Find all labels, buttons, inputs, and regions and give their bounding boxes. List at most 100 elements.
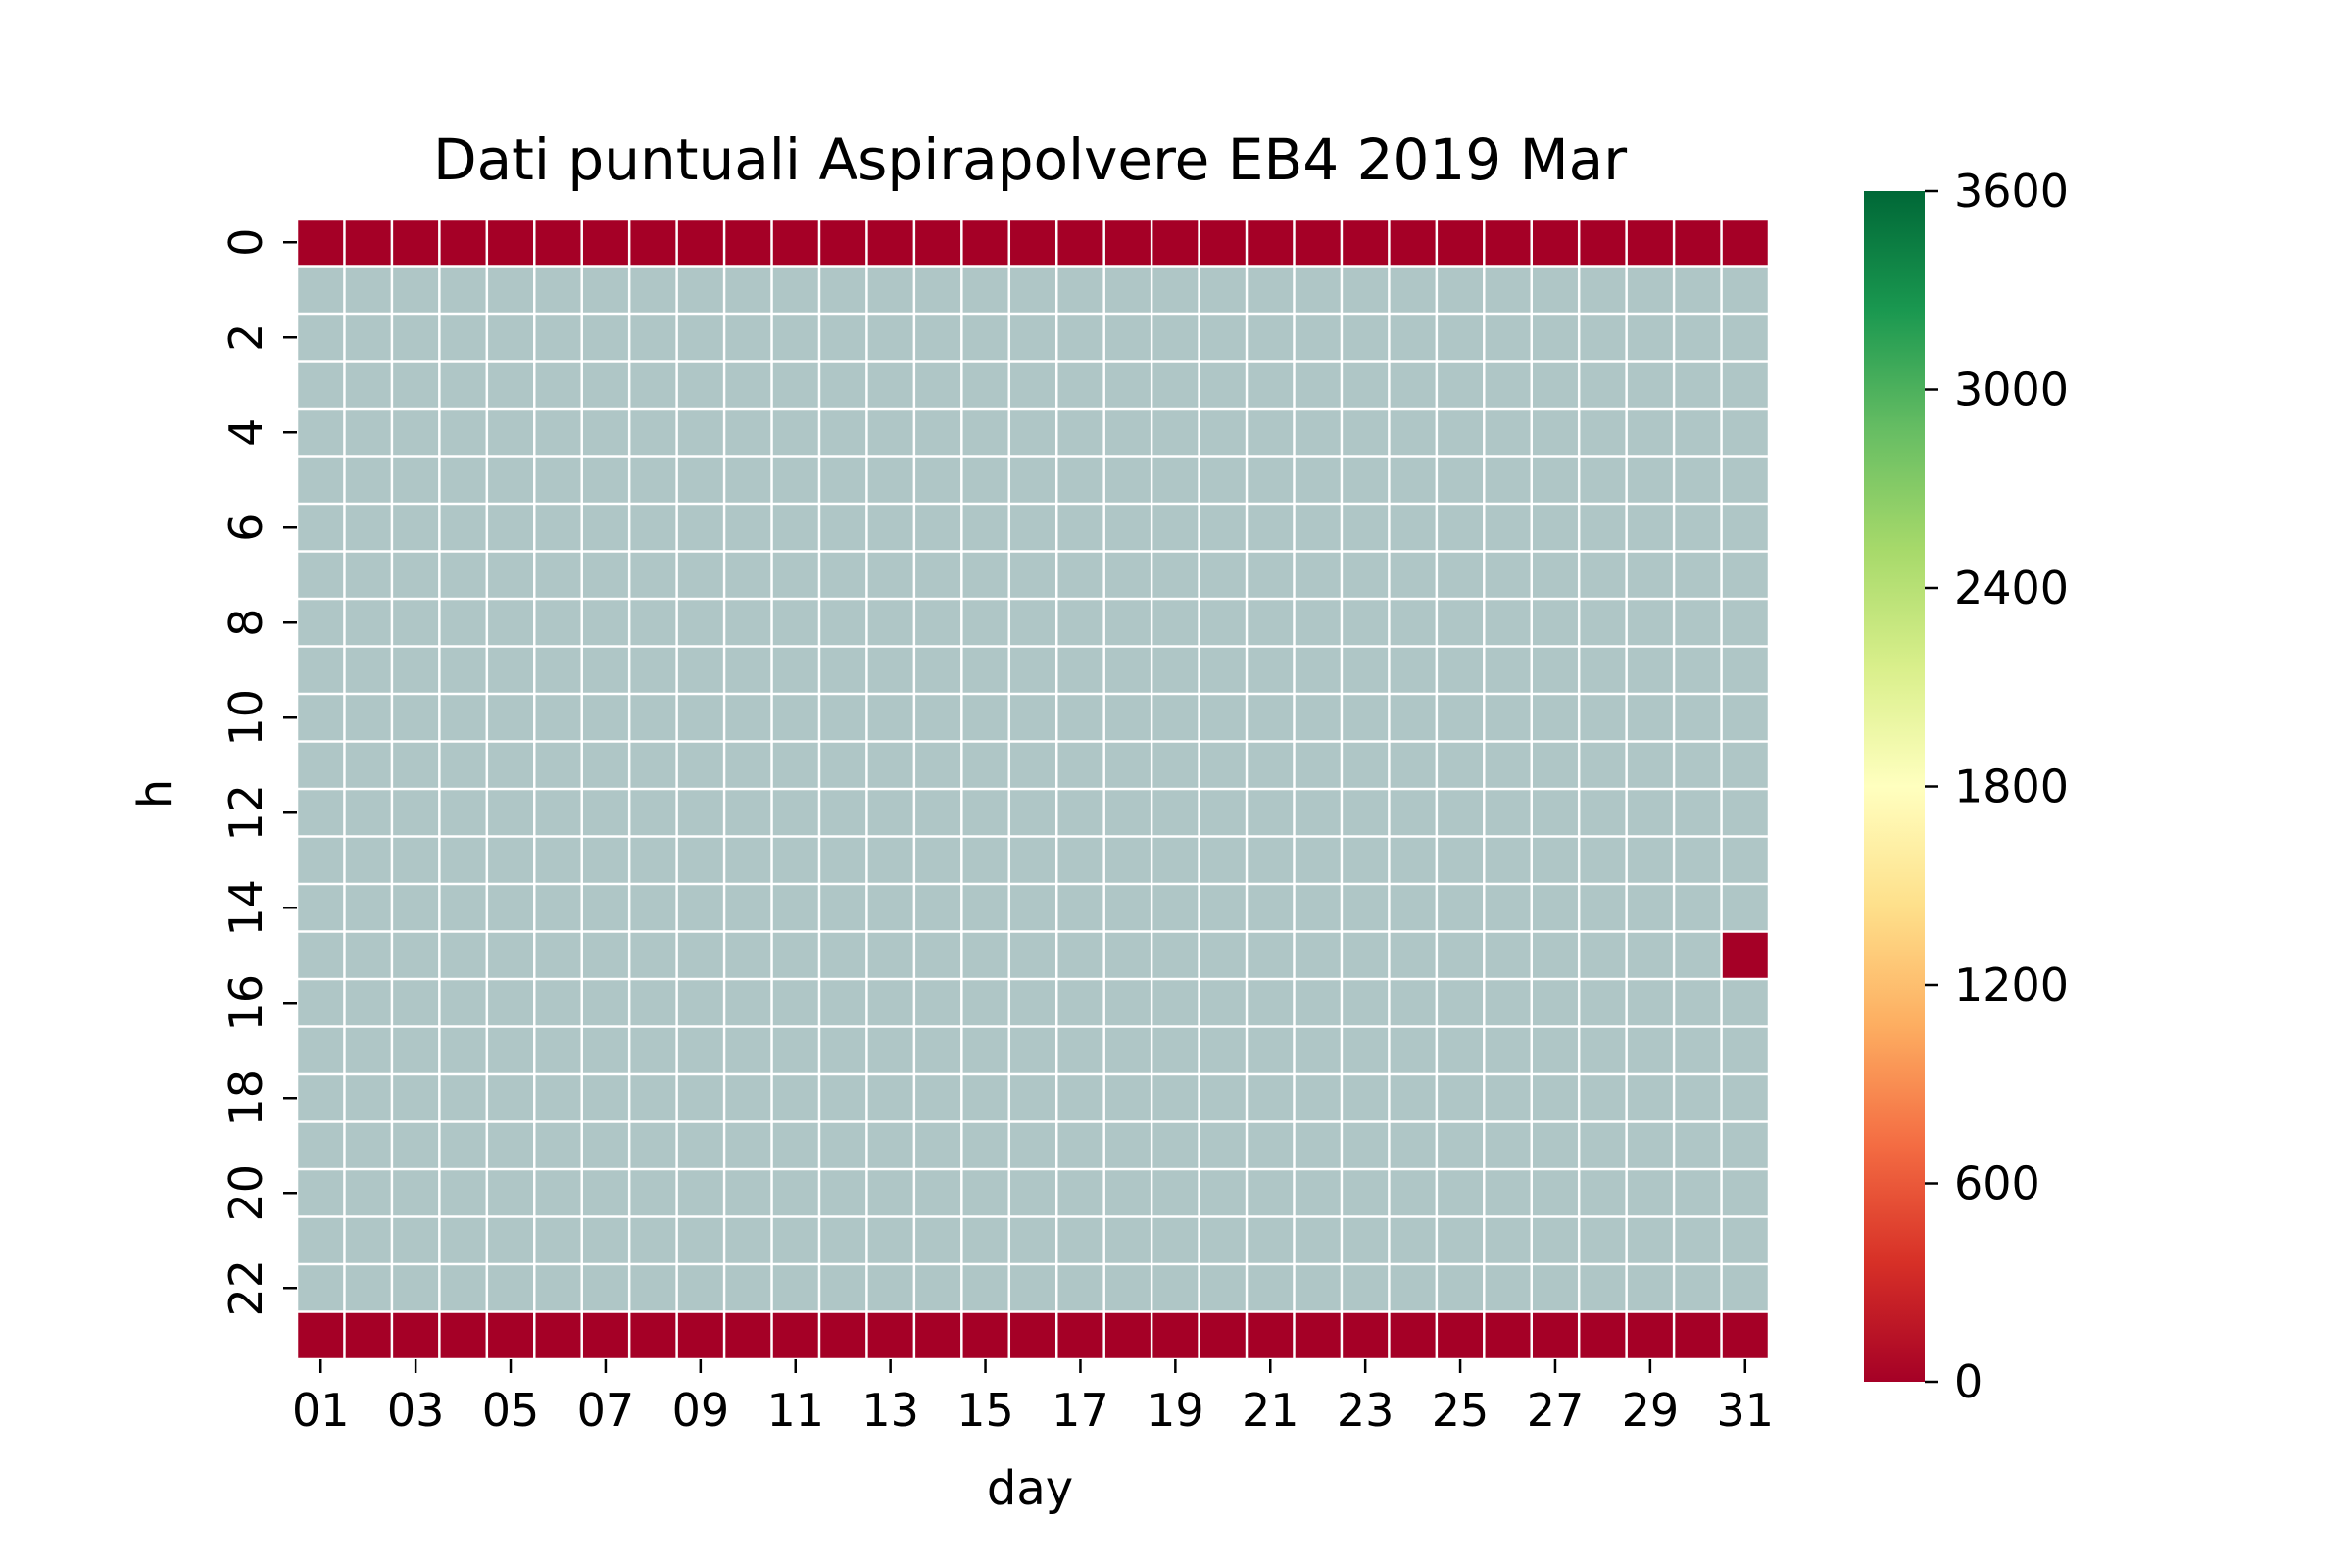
heatmap-cell-empty: [1295, 457, 1341, 503]
heatmap-cell-empty: [725, 1075, 771, 1121]
heatmap-cell-empty: [962, 742, 1008, 788]
heatmap-cell-empty: [393, 410, 439, 456]
heatmap-cell-empty: [1057, 790, 1103, 836]
heatmap-cell-empty: [1390, 932, 1436, 978]
heatmap-cell-empty: [1675, 837, 1721, 883]
heatmap-cell-empty: [488, 885, 534, 931]
heatmap-cell-empty: [677, 1217, 723, 1263]
heatmap-cell-empty: [772, 1265, 818, 1311]
heatmap-cell: [1010, 220, 1055, 266]
heatmap-cell-empty: [915, 742, 961, 788]
heatmap-cell-empty: [1675, 1265, 1721, 1311]
heatmap-cell-empty: [1390, 457, 1436, 503]
heatmap-cell-empty: [962, 505, 1008, 551]
heatmap-cell-empty: [582, 600, 628, 646]
heatmap-cell-empty: [1722, 1075, 1768, 1121]
heatmap-cell-empty: [772, 647, 818, 693]
heatmap-cell-empty: [582, 362, 628, 408]
heatmap-cell-empty: [1295, 790, 1341, 836]
heatmap-cell: [725, 220, 771, 266]
heatmap-cell-empty: [1627, 267, 1673, 313]
heatmap-cell-empty: [345, 1265, 391, 1311]
heatmap-cell-empty: [772, 315, 818, 361]
heatmap-cell-empty: [298, 695, 344, 741]
heatmap-cell-empty: [345, 267, 391, 313]
heatmap-cell-empty: [345, 885, 391, 931]
heatmap-cell-empty: [630, 600, 676, 646]
heatmap-cell-empty: [582, 742, 628, 788]
heatmap-cell-empty: [1104, 932, 1151, 978]
heatmap-cell-empty: [1438, 1122, 1484, 1168]
heatmap-cell-empty: [440, 695, 486, 741]
heatmap-cell-empty: [1438, 790, 1484, 836]
heatmap-cell: [1248, 220, 1294, 266]
heatmap-cell-empty: [1343, 790, 1389, 836]
heatmap-cell-empty: [1152, 1217, 1199, 1263]
heatmap-cell-empty: [1532, 1265, 1578, 1311]
heatmap-cell-empty: [1010, 267, 1055, 313]
heatmap-cell-empty: [1485, 1075, 1531, 1121]
heatmap-cell-empty: [440, 315, 486, 361]
heatmap-cell: [725, 1312, 771, 1358]
heatmap-cell-empty: [535, 980, 581, 1026]
heatmap-cell-empty: [630, 837, 676, 883]
heatmap-cell-empty: [1580, 1027, 1626, 1073]
heatmap-cell-empty: [962, 885, 1008, 931]
heatmap-cell-empty: [1152, 267, 1199, 313]
heatmap-cell-empty: [867, 1075, 913, 1121]
heatmap-cell-empty: [1104, 742, 1151, 788]
heatmap-cell: [630, 1312, 676, 1358]
heatmap-cell-empty: [1438, 885, 1484, 931]
heatmap-cell-empty: [298, 362, 344, 408]
heatmap-cell: [1248, 1312, 1294, 1358]
heatmap-cell-empty: [393, 315, 439, 361]
heatmap-cell-empty: [440, 885, 486, 931]
heatmap-cell-empty: [820, 1265, 866, 1311]
y-tick-label: 14: [220, 879, 272, 937]
heatmap-cell-empty: [1438, 695, 1484, 741]
heatmap-cell-empty: [1390, 742, 1436, 788]
heatmap-cell-empty: [1104, 267, 1151, 313]
heatmap-cell-empty: [1010, 837, 1055, 883]
heatmap-cell-empty: [820, 315, 866, 361]
heatmap-cell-empty: [867, 362, 913, 408]
heatmap-cell-empty: [630, 362, 676, 408]
heatmap-cell-empty: [1390, 980, 1436, 1026]
heatmap-cell-empty: [962, 1027, 1008, 1073]
heatmap-cell-empty: [820, 742, 866, 788]
heatmap-cell-empty: [1390, 315, 1436, 361]
heatmap-cell: [867, 220, 913, 266]
heatmap-cell-empty: [725, 362, 771, 408]
heatmap-cell-empty: [915, 647, 961, 693]
heatmap-cell-empty: [1200, 885, 1246, 931]
heatmap-cell: [962, 220, 1008, 266]
heatmap-cell-empty: [1248, 790, 1294, 836]
heatmap-cell-empty: [1104, 980, 1151, 1026]
heatmap-cell-empty: [630, 885, 676, 931]
colorbar-gradient: [1864, 191, 1925, 1382]
heatmap-cell: [1057, 1312, 1103, 1358]
heatmap-cell-empty: [1010, 410, 1055, 456]
heatmap-cell-empty: [393, 885, 439, 931]
heatmap-cell-empty: [962, 267, 1008, 313]
heatmap-cell-empty: [345, 932, 391, 978]
heatmap-cell-empty: [1722, 505, 1768, 551]
heatmap-cell-empty: [1438, 1075, 1484, 1121]
heatmap-cell-empty: [1532, 410, 1578, 456]
heatmap-cell: [1152, 1312, 1199, 1358]
heatmap-cell-empty: [1343, 552, 1389, 598]
heatmap-cell-empty: [1485, 1122, 1531, 1168]
heatmap-cell-empty: [820, 790, 866, 836]
heatmap-cell: [1627, 1312, 1673, 1358]
heatmap-cell-empty: [1438, 362, 1484, 408]
heatmap-cell-empty: [962, 362, 1008, 408]
heatmap-cell: [1295, 220, 1341, 266]
heatmap-cell-empty: [962, 552, 1008, 598]
heatmap-cell-empty: [1343, 1217, 1389, 1263]
x-tick-label: 27: [1527, 1384, 1585, 1437]
heatmap-cell-empty: [1343, 932, 1389, 978]
heatmap-cell-empty: [1010, 600, 1055, 646]
heatmap-cell: [488, 1312, 534, 1358]
heatmap-cell-empty: [1295, 552, 1341, 598]
heatmap-cell-empty: [1627, 362, 1673, 408]
